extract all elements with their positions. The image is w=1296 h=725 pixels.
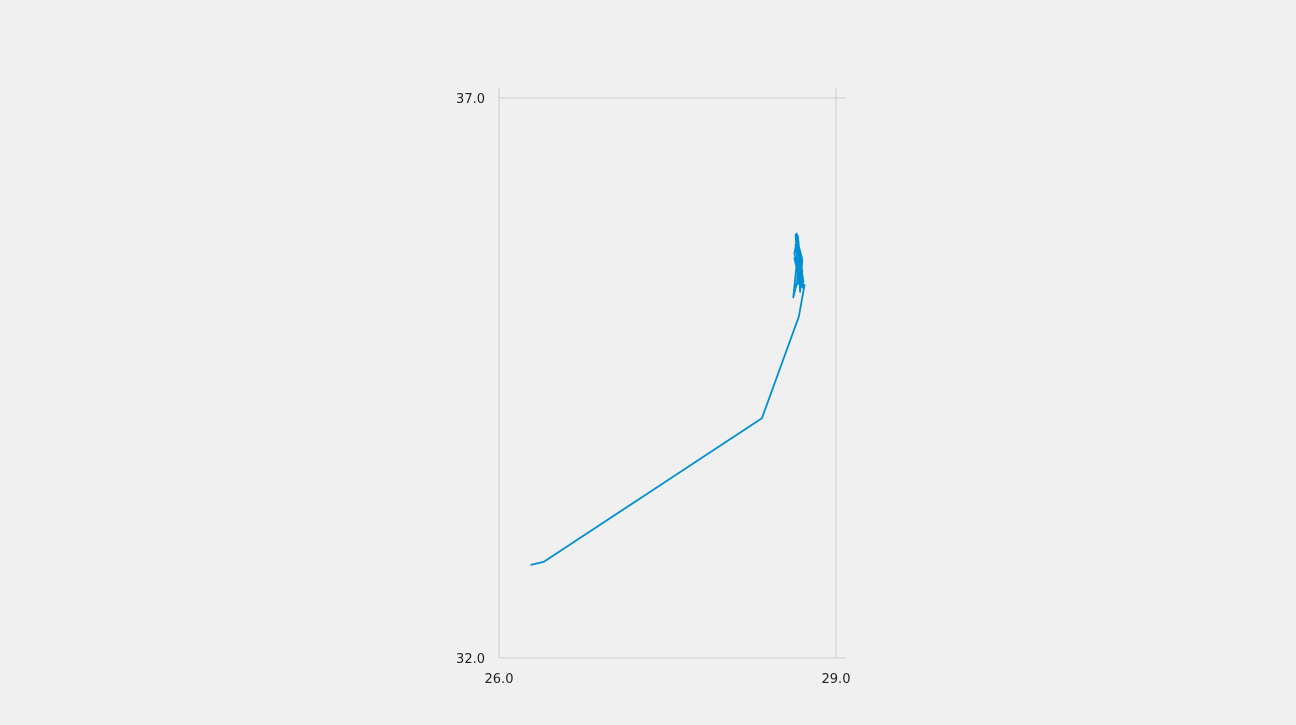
y-tick-label: 32.0 — [456, 652, 485, 667]
series-layer — [530, 232, 806, 566]
tick-labels: 26.0 29.0 32.0 37.0 — [456, 92, 850, 687]
x-tick-label: 29.0 — [822, 672, 851, 687]
series-line-0 — [530, 232, 806, 566]
y-tick-label: 37.0 — [456, 92, 485, 107]
gridlines — [498, 88, 846, 659]
x-tick-label: 26.0 — [485, 672, 514, 687]
